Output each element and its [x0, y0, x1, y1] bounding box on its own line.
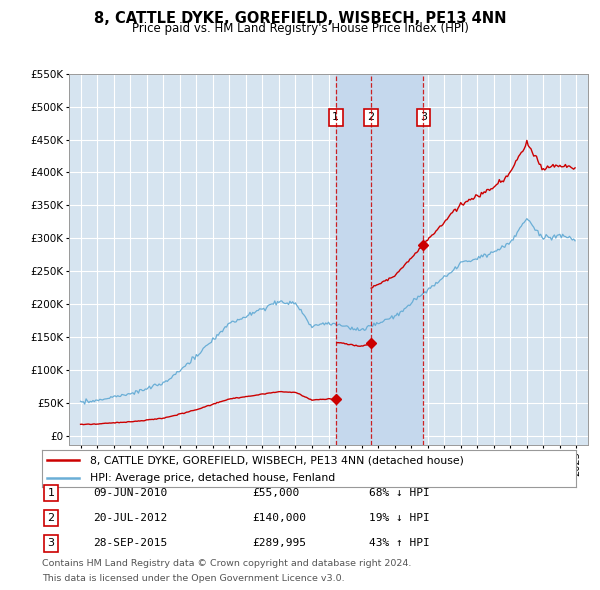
Text: 09-JUN-2010: 09-JUN-2010 [93, 488, 167, 497]
Text: 68% ↓ HPI: 68% ↓ HPI [369, 488, 430, 497]
Text: 3: 3 [420, 112, 427, 122]
Text: 8, CATTLE DYKE, GOREFIELD, WISBECH, PE13 4NN: 8, CATTLE DYKE, GOREFIELD, WISBECH, PE13… [94, 11, 506, 25]
Text: 28-SEP-2015: 28-SEP-2015 [93, 539, 167, 548]
Text: 2: 2 [47, 513, 55, 523]
Text: This data is licensed under the Open Government Licence v3.0.: This data is licensed under the Open Gov… [42, 574, 344, 583]
Text: Contains HM Land Registry data © Crown copyright and database right 2024.: Contains HM Land Registry data © Crown c… [42, 559, 412, 568]
Bar [336, 74, 424, 445]
Text: 8, CATTLE DYKE, GOREFIELD, WISBECH, PE13 4NN (detached house): 8, CATTLE DYKE, GOREFIELD, WISBECH, PE13… [90, 455, 464, 466]
Text: 2: 2 [367, 112, 374, 122]
Text: £140,000: £140,000 [252, 513, 306, 523]
Text: 1: 1 [47, 488, 55, 497]
Text: 19% ↓ HPI: 19% ↓ HPI [369, 513, 430, 523]
Text: £55,000: £55,000 [252, 488, 299, 497]
Text: HPI: Average price, detached house, Fenland: HPI: Average price, detached house, Fenl… [90, 473, 335, 483]
Text: Price paid vs. HM Land Registry's House Price Index (HPI): Price paid vs. HM Land Registry's House … [131, 22, 469, 35]
Text: 20-JUL-2012: 20-JUL-2012 [93, 513, 167, 523]
Text: £289,995: £289,995 [252, 539, 306, 548]
Text: 1: 1 [332, 112, 339, 122]
Text: 3: 3 [47, 539, 55, 548]
Text: 43% ↑ HPI: 43% ↑ HPI [369, 539, 430, 548]
